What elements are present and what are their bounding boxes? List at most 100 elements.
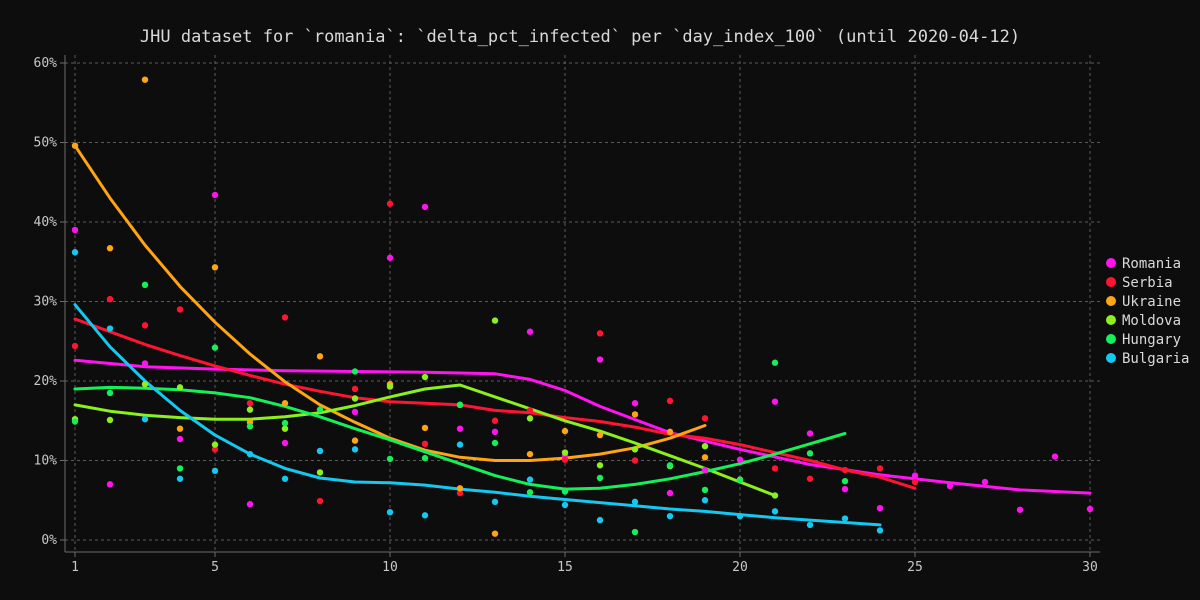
point-moldova	[351, 395, 359, 402]
point-bulgaria	[701, 497, 709, 504]
point-hungary	[351, 368, 359, 375]
point-hungary	[421, 454, 429, 462]
point-romania	[526, 328, 534, 335]
legend-label-serbia: Serbia	[1122, 275, 1173, 291]
point-ukraine	[596, 431, 604, 439]
point-bulgaria	[666, 512, 674, 520]
point-hungary	[176, 465, 184, 472]
point-romania	[211, 191, 219, 199]
point-serbia	[176, 306, 184, 313]
point-romania	[736, 456, 744, 463]
point-romania	[456, 425, 464, 432]
point-moldova	[386, 383, 394, 390]
point-moldova	[421, 373, 429, 381]
point-moldova	[316, 469, 324, 476]
point-romania	[1051, 453, 1059, 460]
legend-marker-hungary	[1106, 334, 1116, 344]
axes: 1 5 10 15 20 25 300%10%20%30%40%50%60%	[34, 55, 1100, 575]
point-bulgaria	[631, 498, 639, 506]
point-serbia	[911, 478, 919, 486]
point-moldova	[526, 415, 534, 422]
point-moldova	[631, 446, 639, 453]
point-serbia	[456, 489, 464, 497]
point-romania	[246, 501, 254, 508]
point-bulgaria	[211, 467, 219, 475]
point-bulgaria	[176, 475, 184, 482]
point-bulgaria	[386, 508, 394, 516]
point-romania	[806, 430, 814, 437]
y-tick-label: 30%	[34, 295, 58, 310]
legend-label-moldova: Moldova	[1122, 313, 1181, 329]
point-serbia	[106, 295, 114, 303]
point-hungary	[526, 489, 534, 496]
point-ukraine	[456, 485, 464, 492]
point-hungary	[841, 477, 849, 485]
point-bulgaria	[141, 415, 149, 423]
y-tick-label: 20%	[34, 374, 58, 389]
point-serbia	[876, 465, 884, 472]
trend-line-ukraine	[73, 144, 707, 462]
point-bulgaria	[841, 515, 849, 522]
point-hungary	[736, 477, 744, 484]
point-bulgaria	[246, 450, 254, 458]
point-ukraine	[351, 437, 359, 444]
point-ukraine	[701, 454, 709, 461]
chart-title: JHU dataset for `romania`: `delta_pct_in…	[140, 27, 1020, 47]
point-ukraine	[211, 264, 219, 271]
legend-label-ukraine: Ukraine	[1122, 294, 1181, 310]
point-serbia	[491, 417, 499, 424]
point-ukraine	[631, 411, 639, 418]
point-ukraine	[421, 424, 429, 432]
point-moldova	[491, 317, 499, 324]
point-ukraine	[141, 76, 149, 83]
point-serbia	[666, 397, 674, 405]
point-bulgaria	[806, 521, 814, 529]
point-hungary	[491, 439, 499, 447]
legend-label-romania: Romania	[1122, 256, 1181, 272]
point-bulgaria	[281, 475, 289, 482]
point-ukraine	[281, 400, 289, 407]
point-bulgaria	[316, 447, 324, 455]
point-serbia	[281, 314, 289, 321]
point-bulgaria	[771, 508, 779, 515]
y-tick-label: 60%	[34, 56, 58, 71]
point-romania	[176, 435, 184, 443]
legend-label-hungary: Hungary	[1122, 332, 1181, 348]
point-hungary	[281, 419, 289, 427]
point-moldova	[141, 380, 149, 388]
point-moldova	[106, 416, 114, 424]
point-serbia	[141, 322, 149, 329]
point-romania	[491, 428, 499, 436]
point-hungary	[806, 450, 814, 457]
point-moldova	[211, 441, 219, 448]
point-hungary	[666, 462, 674, 469]
x-tick-label: 1	[71, 560, 79, 575]
trend-line-hungary	[73, 385, 847, 491]
point-moldova	[596, 462, 604, 469]
x-tick-label: 30	[1082, 560, 1098, 575]
point-bulgaria	[456, 441, 464, 448]
point-bulgaria	[351, 446, 359, 453]
point-ukraine	[316, 353, 324, 360]
x-tick-label: 5	[211, 560, 219, 575]
point-romania	[596, 356, 604, 363]
point-hungary	[456, 401, 464, 409]
legend: Romania Serbia Ukraine Moldova Hungary Bulgar…	[1106, 256, 1189, 367]
point-bulgaria	[561, 501, 569, 509]
point-moldova	[771, 492, 779, 499]
point-serbia	[596, 330, 604, 337]
y-tick-label: 10%	[34, 454, 58, 469]
y-tick-label: 0%	[41, 533, 57, 548]
point-bulgaria	[596, 516, 604, 524]
legend-marker-romania	[1106, 258, 1116, 268]
point-ukraine	[106, 245, 114, 252]
point-romania	[106, 481, 114, 488]
legend-label-bulgaria: Bulgaria	[1122, 351, 1189, 367]
point-bulgaria	[876, 527, 884, 534]
point-hungary	[246, 423, 254, 430]
x-tick-label: 20	[732, 560, 748, 575]
point-bulgaria	[736, 512, 744, 520]
point-romania	[981, 478, 989, 486]
point-hungary	[596, 474, 604, 482]
